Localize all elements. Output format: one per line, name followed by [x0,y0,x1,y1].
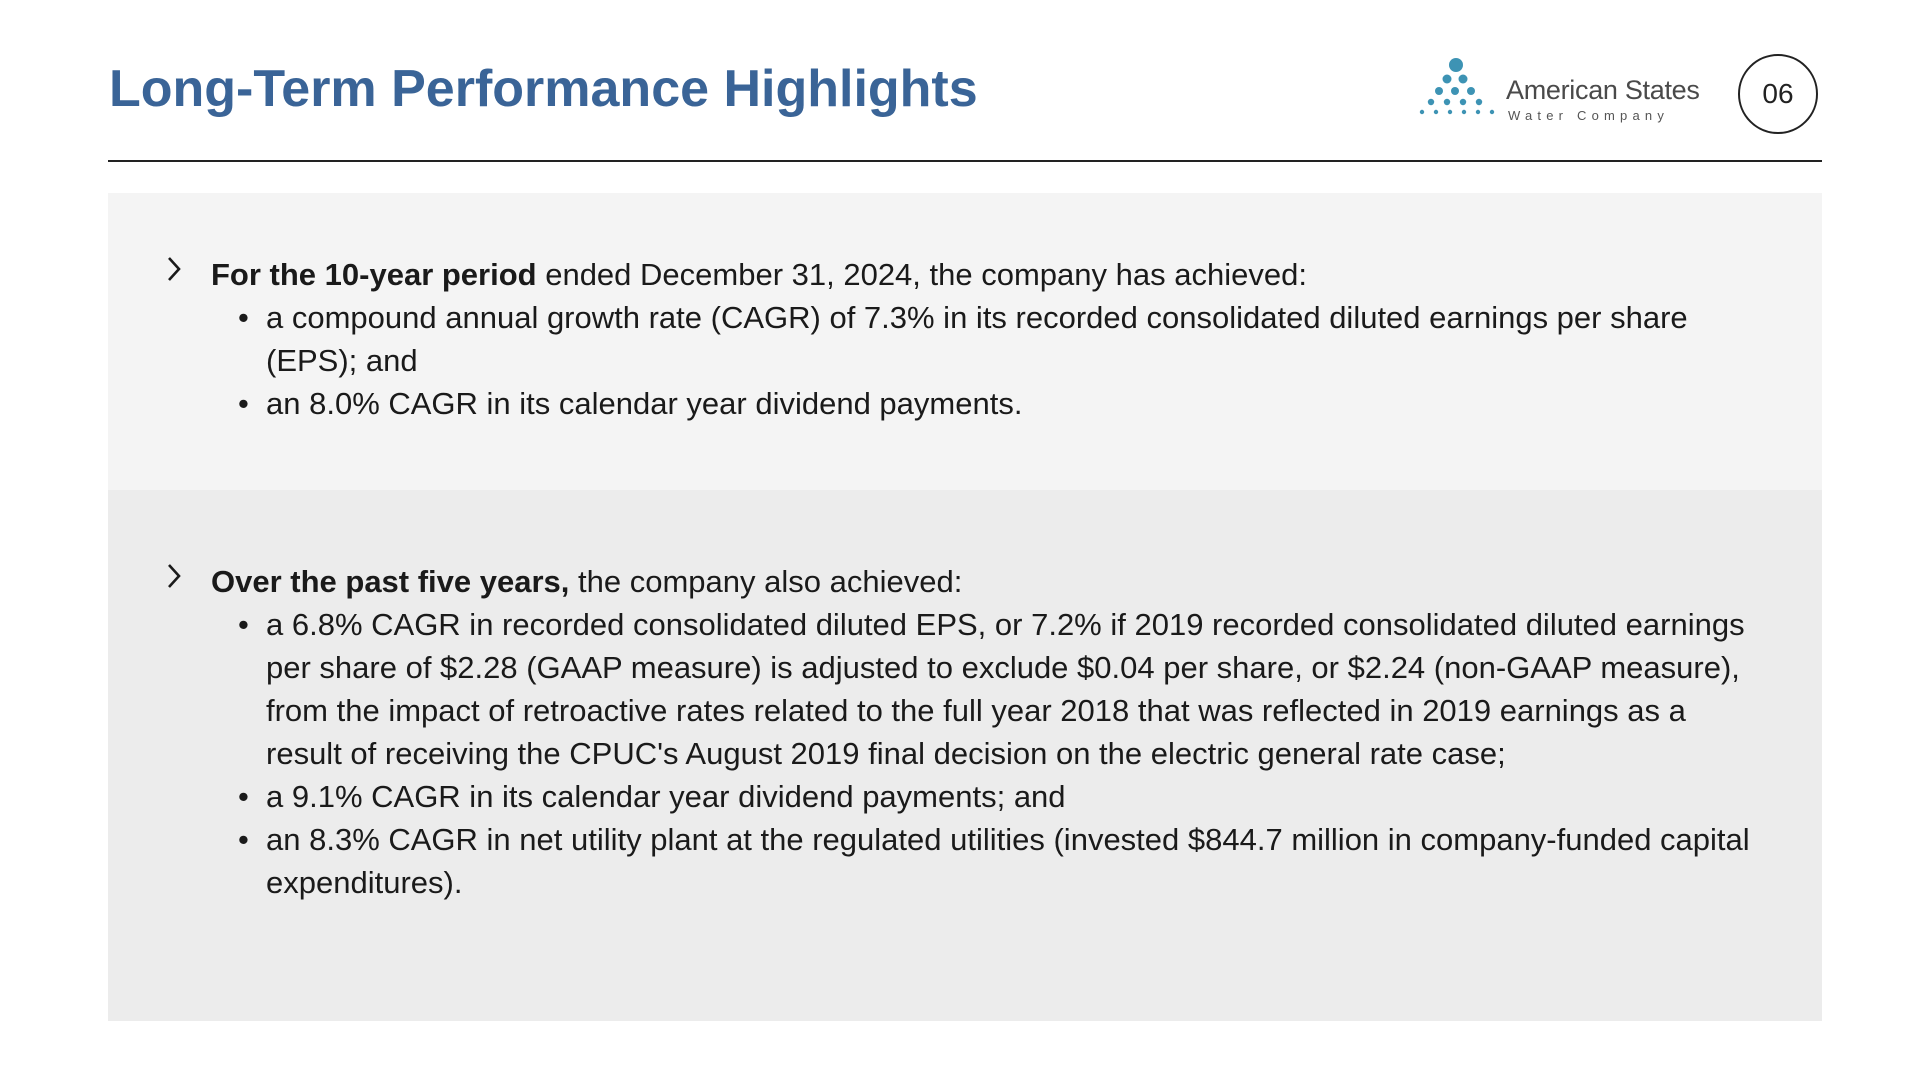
five-year-highlights-panel: Over the past five years, the company al… [108,490,1822,1021]
page-number-badge: 06 [1738,54,1818,134]
five-year-bullet-list: • a 6.8% CAGR in recorded consolidated di… [211,603,1762,904]
ten-year-highlights-panel: For the 10-year period ended December 31… [108,193,1822,490]
ten-year-section: For the 10-year period ended December 31… [211,253,1762,425]
water-drops-logo-icon [1419,58,1495,115]
bullet-dot-icon: • [238,822,249,857]
ten-year-lead-bold: For the 10-year period [211,257,537,292]
list-item: • a 9.1% CAGR in its calendar year divide… [211,775,1762,818]
chevron-right-icon [168,564,181,588]
slide-title: Long-Term Performance Highlights [109,60,978,118]
bullet-text: a 9.1% CAGR in its calendar year dividen… [266,779,1066,814]
logo-company-name: American States [1506,75,1700,105]
bullet-dot-icon: • [238,300,249,335]
ten-year-bullet-list: • a compound annual growth rate (CAGR) of… [211,296,1762,425]
ten-year-lead: For the 10-year period ended December 31… [211,253,1762,296]
five-year-lead-bold: Over the past five years, [211,564,570,599]
ten-year-lead-rest: ended December 31, 2024, the company has… [536,257,1307,292]
bullet-text: a compound annual growth rate (CAGR) of … [266,300,1688,378]
bullet-text: an 8.0% CAGR in its calendar year divide… [266,386,1023,421]
list-item: • a compound annual growth rate (CAGR) of… [211,296,1762,382]
chevron-right-icon [168,257,181,281]
logo-company-subtitle: Water Company [1508,108,1670,123]
header-divider [108,160,1822,162]
bullet-dot-icon: • [238,607,249,642]
list-item: • an 8.3% CAGR in net utility plant at th… [211,818,1762,904]
five-year-lead-rest: the company also achieved: [569,564,963,599]
five-year-lead: Over the past five years, the company al… [211,560,1762,603]
list-item: • an 8.0% CAGR in its calendar year divid… [211,382,1762,425]
list-item: • a 6.8% CAGR in recorded consolidated di… [211,603,1762,775]
bullet-dot-icon: • [238,386,249,421]
bullet-text: a 6.8% CAGR in recorded consolidated dil… [266,607,1745,771]
company-logo: American States Water Company [1414,54,1714,130]
bullet-text: an 8.3% CAGR in net utility plant at the… [266,822,1750,900]
five-year-section: Over the past five years, the company al… [211,560,1762,904]
bullet-dot-icon: • [238,779,249,814]
